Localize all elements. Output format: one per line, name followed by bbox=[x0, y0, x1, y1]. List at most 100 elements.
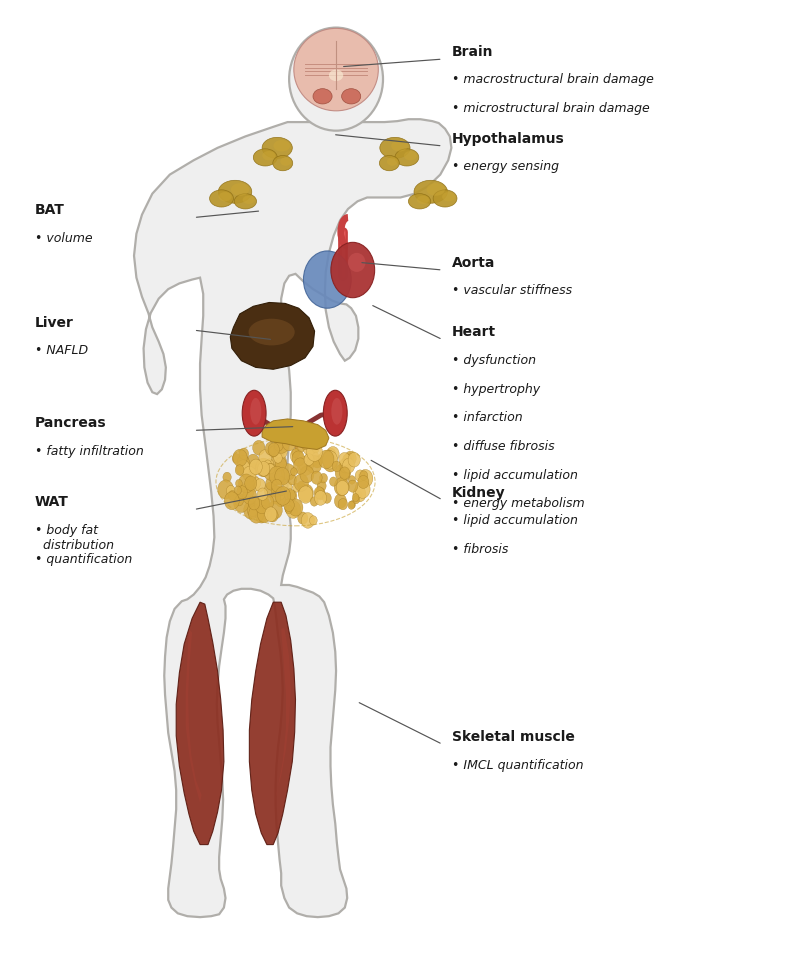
Circle shape bbox=[284, 499, 294, 512]
Text: • dysfunction: • dysfunction bbox=[453, 354, 536, 367]
Circle shape bbox=[248, 496, 260, 510]
Circle shape bbox=[236, 460, 250, 476]
Text: Hypothalamus: Hypothalamus bbox=[453, 132, 565, 146]
Ellipse shape bbox=[417, 196, 429, 204]
Polygon shape bbox=[275, 628, 291, 803]
Circle shape bbox=[335, 464, 351, 482]
Circle shape bbox=[275, 487, 291, 505]
Circle shape bbox=[255, 479, 265, 492]
Circle shape bbox=[240, 483, 254, 499]
Circle shape bbox=[235, 486, 241, 494]
Text: • NAFLD: • NAFLD bbox=[34, 345, 88, 357]
Circle shape bbox=[235, 495, 244, 506]
Circle shape bbox=[272, 486, 281, 497]
Ellipse shape bbox=[324, 391, 347, 436]
Text: Brain: Brain bbox=[453, 45, 493, 59]
Circle shape bbox=[239, 448, 248, 460]
Circle shape bbox=[353, 487, 366, 502]
Circle shape bbox=[268, 509, 278, 522]
Ellipse shape bbox=[433, 190, 457, 207]
Circle shape bbox=[299, 486, 313, 503]
Circle shape bbox=[329, 477, 337, 486]
Circle shape bbox=[261, 494, 274, 510]
Polygon shape bbox=[176, 602, 224, 845]
Text: Skeletal muscle: Skeletal muscle bbox=[453, 730, 575, 744]
Circle shape bbox=[293, 458, 307, 474]
Circle shape bbox=[267, 464, 275, 474]
Circle shape bbox=[292, 448, 300, 458]
Circle shape bbox=[252, 478, 261, 488]
Circle shape bbox=[248, 463, 260, 476]
Circle shape bbox=[339, 452, 350, 466]
Circle shape bbox=[243, 467, 256, 482]
Circle shape bbox=[268, 444, 279, 458]
Circle shape bbox=[292, 483, 300, 492]
Circle shape bbox=[268, 443, 280, 457]
Text: • diffuse fibrosis: • diffuse fibrosis bbox=[453, 440, 555, 453]
Ellipse shape bbox=[253, 149, 277, 166]
Ellipse shape bbox=[332, 397, 343, 424]
Circle shape bbox=[291, 468, 297, 476]
Circle shape bbox=[255, 495, 270, 514]
Circle shape bbox=[340, 467, 350, 479]
Ellipse shape bbox=[234, 194, 256, 209]
Circle shape bbox=[268, 501, 282, 519]
Circle shape bbox=[266, 477, 276, 491]
Circle shape bbox=[248, 505, 264, 523]
Circle shape bbox=[317, 480, 326, 492]
Ellipse shape bbox=[442, 192, 455, 202]
Circle shape bbox=[299, 484, 313, 502]
Text: • volume: • volume bbox=[34, 232, 92, 245]
Circle shape bbox=[269, 467, 284, 485]
Circle shape bbox=[323, 492, 332, 503]
Ellipse shape bbox=[427, 183, 445, 196]
Circle shape bbox=[274, 435, 289, 453]
Circle shape bbox=[288, 491, 297, 501]
Circle shape bbox=[265, 442, 276, 455]
Text: • body fat
  distribution: • body fat distribution bbox=[34, 524, 114, 552]
Circle shape bbox=[264, 507, 277, 521]
Ellipse shape bbox=[329, 69, 343, 81]
Polygon shape bbox=[186, 629, 202, 803]
Text: WAT: WAT bbox=[34, 495, 68, 509]
Circle shape bbox=[257, 506, 272, 522]
Circle shape bbox=[234, 494, 249, 513]
Circle shape bbox=[334, 478, 349, 495]
Circle shape bbox=[275, 468, 290, 485]
Ellipse shape bbox=[219, 192, 231, 202]
Circle shape bbox=[239, 474, 254, 492]
Circle shape bbox=[291, 509, 298, 517]
Circle shape bbox=[315, 491, 327, 505]
Circle shape bbox=[284, 489, 296, 501]
Circle shape bbox=[349, 500, 356, 509]
Ellipse shape bbox=[273, 140, 290, 152]
Circle shape bbox=[336, 480, 348, 495]
Ellipse shape bbox=[409, 194, 431, 209]
Circle shape bbox=[358, 469, 372, 488]
Circle shape bbox=[247, 503, 259, 516]
Circle shape bbox=[312, 456, 322, 468]
Circle shape bbox=[307, 455, 322, 473]
Circle shape bbox=[295, 442, 304, 453]
Ellipse shape bbox=[414, 180, 448, 204]
Circle shape bbox=[259, 463, 269, 476]
Circle shape bbox=[348, 475, 356, 484]
Text: Liver: Liver bbox=[34, 316, 74, 330]
Circle shape bbox=[272, 479, 282, 492]
Circle shape bbox=[288, 499, 303, 516]
Text: Heart: Heart bbox=[453, 325, 497, 340]
Circle shape bbox=[310, 496, 318, 506]
Circle shape bbox=[346, 453, 354, 462]
Circle shape bbox=[324, 455, 337, 472]
Circle shape bbox=[289, 506, 297, 516]
Circle shape bbox=[343, 458, 355, 473]
Circle shape bbox=[271, 492, 281, 504]
Circle shape bbox=[298, 512, 308, 524]
Circle shape bbox=[264, 482, 277, 497]
Ellipse shape bbox=[289, 28, 383, 131]
Text: • fibrosis: • fibrosis bbox=[453, 543, 509, 556]
Circle shape bbox=[290, 448, 303, 464]
Circle shape bbox=[218, 480, 234, 499]
Circle shape bbox=[275, 444, 288, 459]
Circle shape bbox=[352, 495, 360, 504]
